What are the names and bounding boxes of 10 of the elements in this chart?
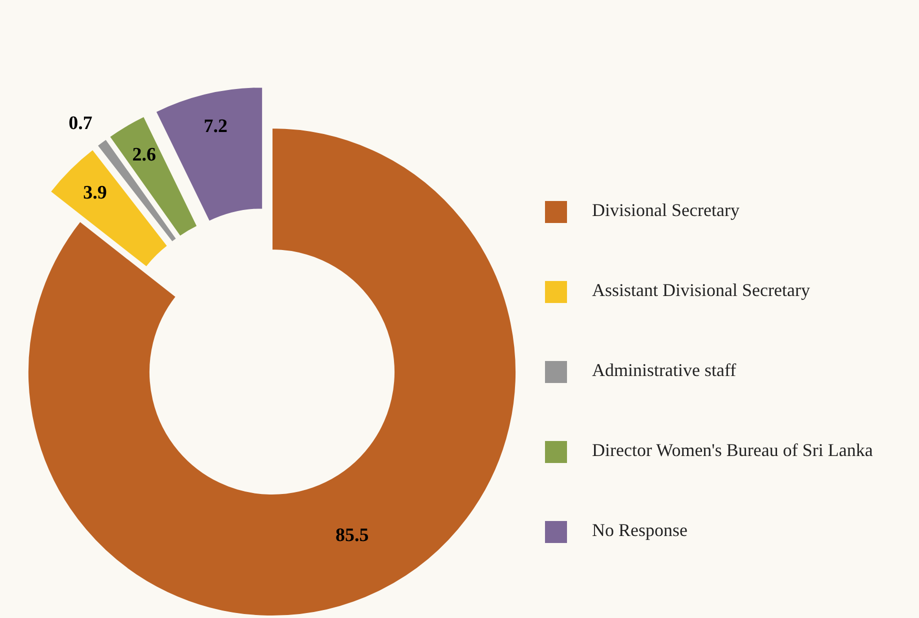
data-label: 85.5 [335,524,369,546]
legend-label: Assistant Divisional Secretary [592,280,810,300]
legend-label: Divisional Secretary [592,200,740,220]
data-label: 3.9 [83,182,107,204]
legend-label: Administrative staff [592,360,736,380]
data-label: 2.6 [132,144,156,166]
legend-label: Director Women's Bureau of Sri Lanka [592,440,873,460]
data-label: 7.2 [204,116,228,137]
data-label: 0.7 [68,113,93,134]
legend-label: No Response [592,520,688,540]
